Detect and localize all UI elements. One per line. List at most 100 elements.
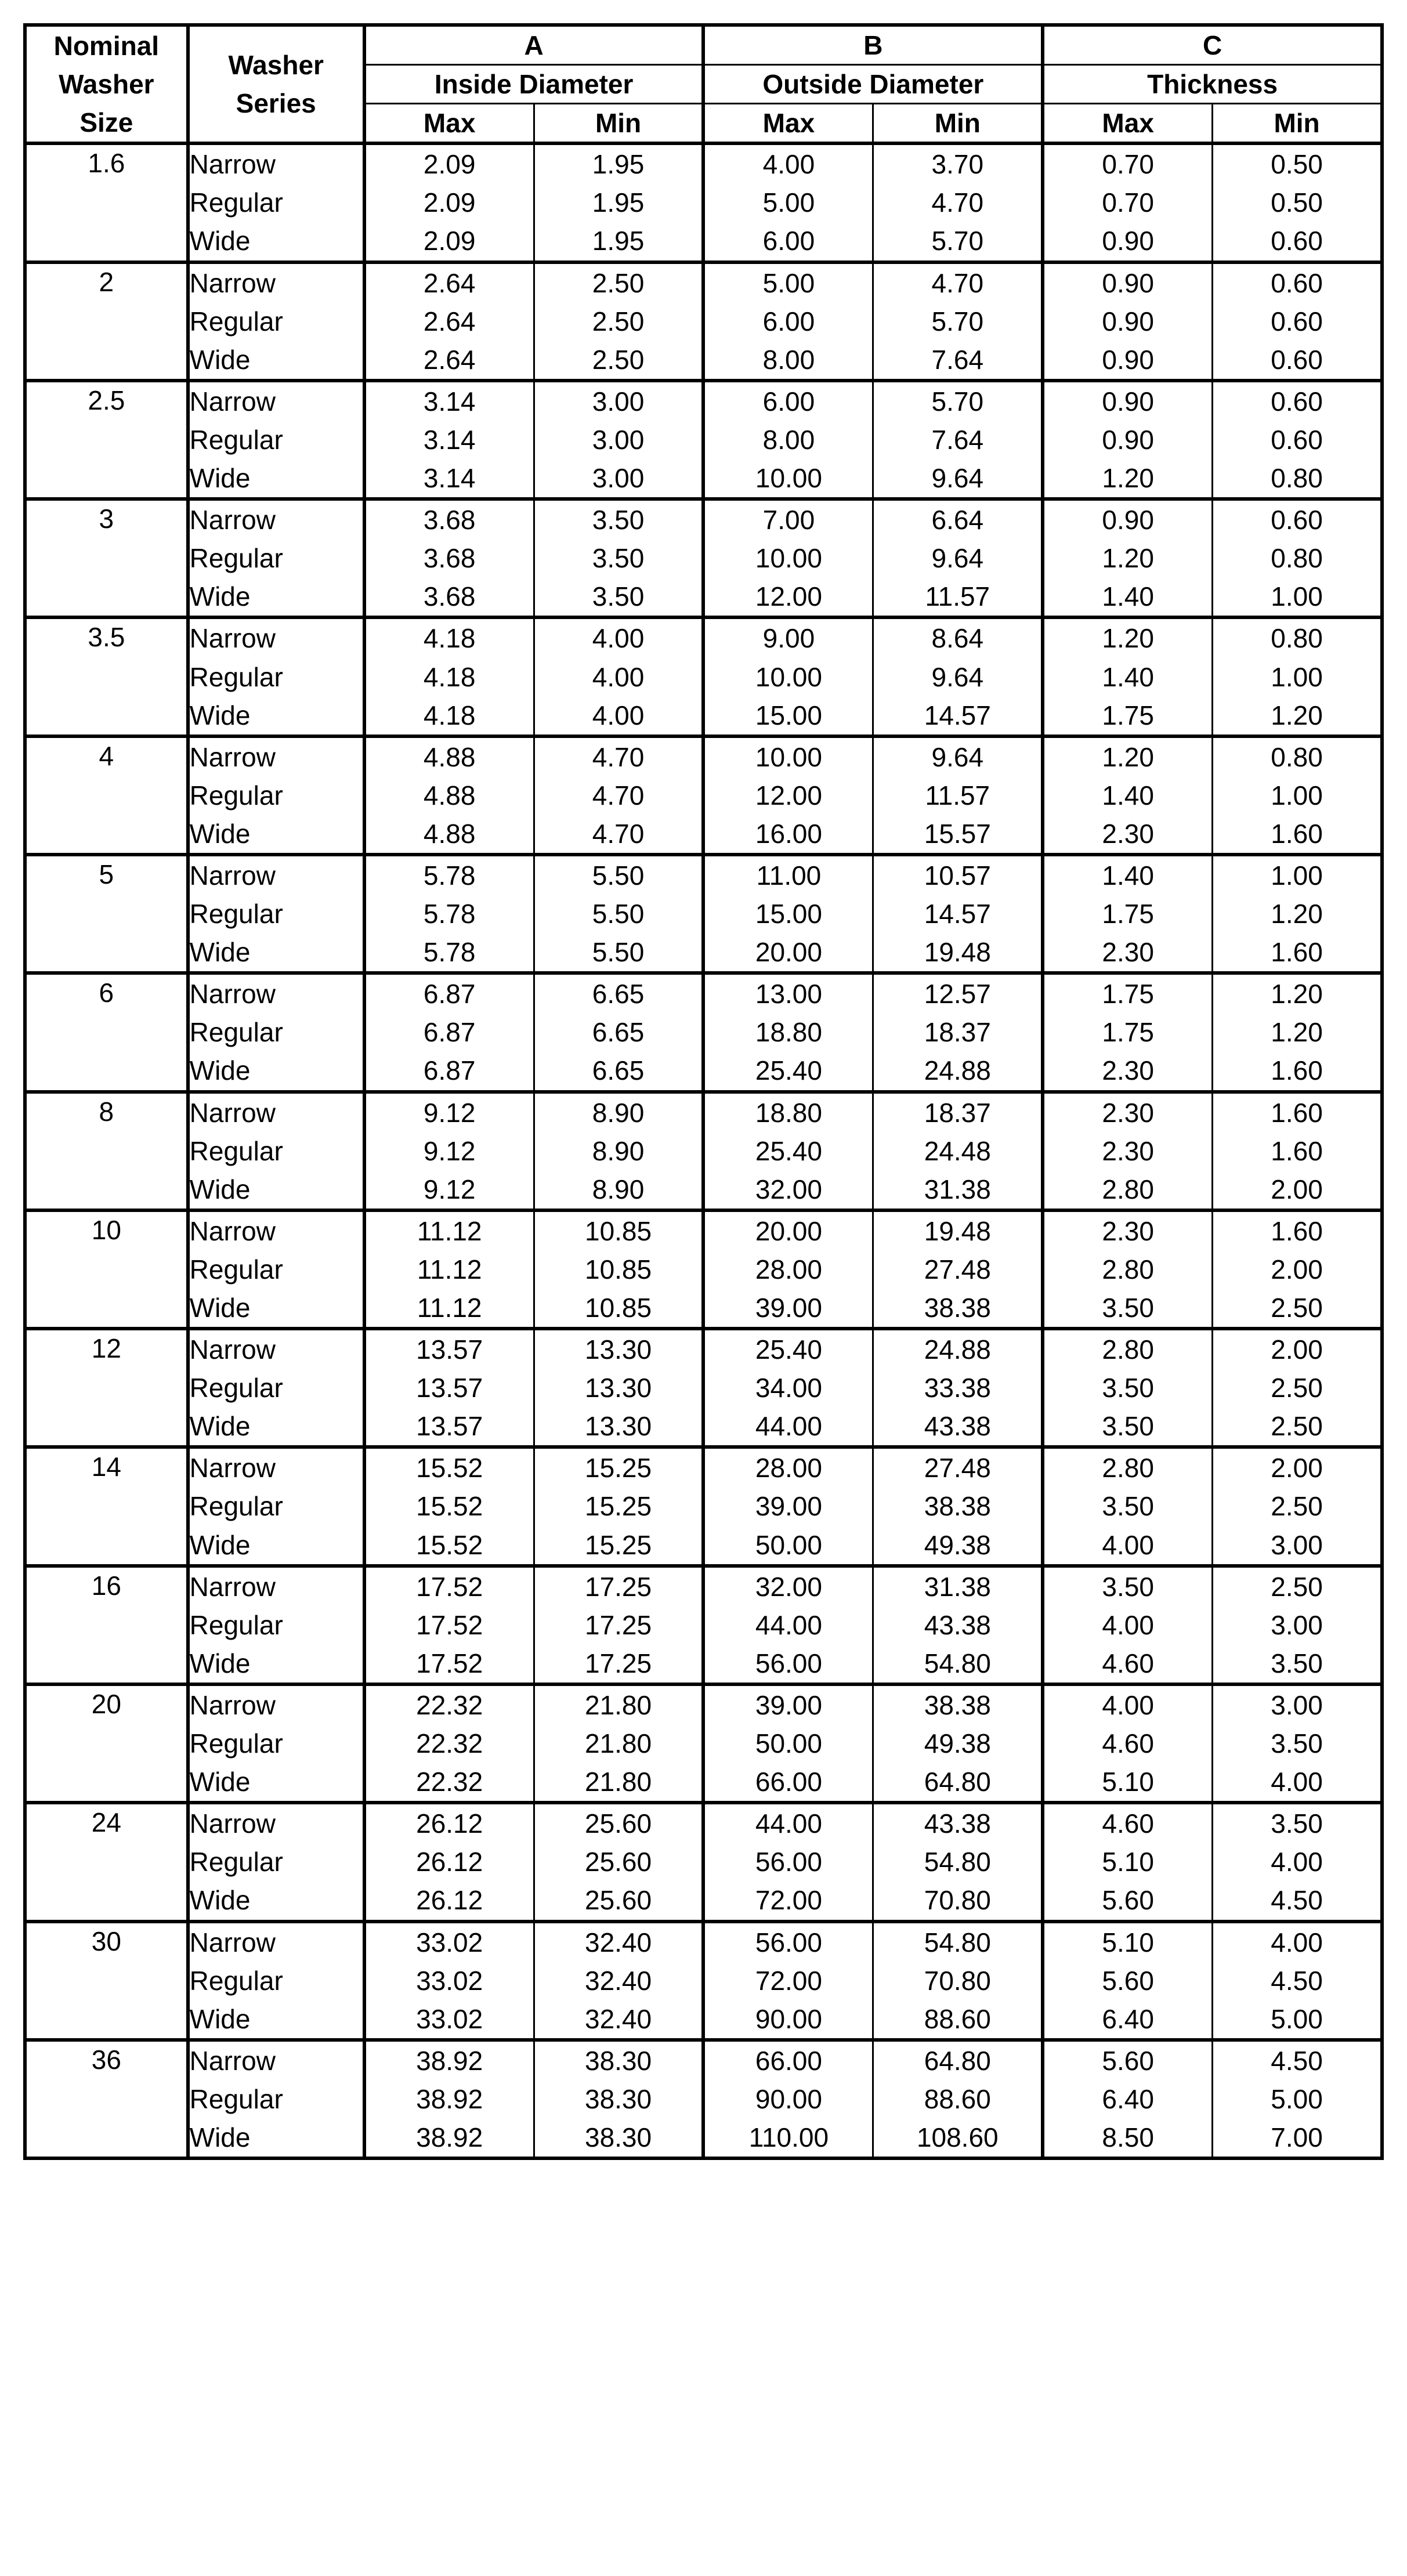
data-value: 3.70 <box>874 145 1041 183</box>
data-value: 3.00 <box>1213 1686 1380 1724</box>
table-row: 14NarrowRegularWide15.5215.5215.5215.251… <box>25 1447 1382 1565</box>
data-value: 26.12 <box>366 1843 533 1881</box>
data-value: 6.00 <box>705 382 872 421</box>
data-cell: 19.4827.4838.38 <box>873 1210 1043 1329</box>
series-label: Narrow <box>190 2042 363 2080</box>
data-value: 5.60 <box>1044 2042 1211 2080</box>
data-value: 6.87 <box>366 1051 533 1090</box>
data-cell: 43.3854.8070.80 <box>873 1803 1043 1921</box>
data-cell: 8.649.6414.57 <box>873 617 1043 736</box>
data-value: 3.50 <box>1213 1724 1380 1763</box>
data-value: 1.00 <box>1213 776 1380 815</box>
nominal-size-cell: 5 <box>25 855 188 973</box>
data-value: 1.60 <box>1213 1051 1380 1090</box>
data-cell: 4.004.505.00 <box>1213 1922 1382 2040</box>
data-cell: 27.4838.3849.38 <box>873 1447 1043 1565</box>
series-label: Wide <box>190 222 363 260</box>
data-value: 0.60 <box>1213 501 1380 539</box>
data-value: 3.14 <box>366 382 533 421</box>
data-value: 7.00 <box>1213 2118 1380 2157</box>
data-value: 2.00 <box>1213 1330 1380 1369</box>
data-value: 2.00 <box>1213 1250 1380 1289</box>
data-value: 9.64 <box>874 539 1041 577</box>
data-cell: 4.004.004.00 <box>534 617 703 736</box>
data-value: 22.32 <box>366 1686 533 1724</box>
data-value: 4.00 <box>1044 1526 1211 1564</box>
data-cell: 2.803.504.00 <box>1043 1447 1212 1565</box>
data-value: 44.00 <box>705 1804 872 1843</box>
data-value: 90.00 <box>705 2000 872 2038</box>
data-value: 9.00 <box>705 619 872 657</box>
data-value: 5.78 <box>366 856 533 895</box>
data-value: 13.57 <box>366 1407 533 1445</box>
data-value: 11.57 <box>874 776 1041 815</box>
data-cell: 4.884.884.88 <box>364 736 534 855</box>
series-cell: NarrowRegularWide <box>188 1566 364 1684</box>
data-value: 64.80 <box>874 2042 1041 2080</box>
series-label: Narrow <box>190 856 363 895</box>
data-value: 3.50 <box>535 539 702 577</box>
data-value: 13.00 <box>705 975 872 1013</box>
data-value: 2.50 <box>1213 1568 1380 1606</box>
data-value: 4.88 <box>366 776 533 815</box>
data-value: 38.38 <box>874 1487 1041 1525</box>
series-label: Regular <box>190 1250 363 1289</box>
data-value: 3.00 <box>535 382 702 421</box>
data-value: 9.64 <box>874 738 1041 776</box>
data-value: 32.40 <box>535 2000 702 2038</box>
data-cell: 0.700.700.90 <box>1043 143 1212 262</box>
data-value: 1.75 <box>1044 895 1211 933</box>
data-cell: 6.656.656.65 <box>534 973 703 1091</box>
nominal-size-cell: 10 <box>25 1210 188 1329</box>
series-label: Wide <box>190 341 363 379</box>
series-label: Regular <box>190 1962 363 2000</box>
data-value: 17.52 <box>366 1644 533 1683</box>
data-cell: 11.0015.0020.00 <box>703 855 873 973</box>
data-value: 8.90 <box>535 1094 702 1132</box>
header-c-max: Max <box>1043 104 1212 144</box>
data-value: 1.95 <box>535 183 702 222</box>
series-label: Narrow <box>190 975 363 1013</box>
data-value: 110.00 <box>705 2118 872 2157</box>
data-cell: 5.505.505.50 <box>534 855 703 973</box>
data-cell: 39.0050.0066.00 <box>703 1684 873 1803</box>
data-cell: 6.649.6411.57 <box>873 499 1043 617</box>
series-cell: NarrowRegularWide <box>188 1684 364 1803</box>
data-cell: 4.704.704.70 <box>534 736 703 855</box>
data-value: 4.60 <box>1044 1644 1211 1683</box>
data-value: 2.09 <box>366 222 533 260</box>
data-value: 31.38 <box>874 1568 1041 1606</box>
series-cell: NarrowRegularWide <box>188 1922 364 2040</box>
data-value: 20.00 <box>705 933 872 971</box>
data-value: 43.38 <box>874 1606 1041 1644</box>
data-value: 0.70 <box>1044 183 1211 222</box>
series-label: Regular <box>190 1724 363 1763</box>
data-value: 56.00 <box>705 1923 872 1962</box>
data-value: 13.30 <box>535 1330 702 1369</box>
data-cell: 0.900.901.20 <box>1043 381 1212 499</box>
data-value: 70.80 <box>874 1881 1041 1919</box>
nominal-size-cell: 6 <box>25 973 188 1091</box>
data-cell: 4.184.184.18 <box>364 617 534 736</box>
data-value: 4.00 <box>535 658 702 696</box>
data-cell: 1.001.201.60 <box>1213 855 1382 973</box>
series-cell: NarrowRegularWide <box>188 381 364 499</box>
data-value: 7.64 <box>874 341 1041 379</box>
data-value: 44.00 <box>705 1407 872 1445</box>
data-value: 1.20 <box>1213 895 1380 933</box>
data-value: 3.50 <box>535 577 702 616</box>
table-row: 12NarrowRegularWide13.5713.5713.5713.301… <box>25 1329 1382 1447</box>
data-value: 1.20 <box>1044 738 1211 776</box>
data-value: 4.70 <box>874 183 1041 222</box>
data-value: 2.50 <box>535 264 702 302</box>
series-cell: NarrowRegularWide <box>188 1092 364 1210</box>
header-b-min: Min <box>873 104 1043 144</box>
nominal-size-cell: 16 <box>25 1566 188 1684</box>
data-value: 5.00 <box>705 183 872 222</box>
data-value: 18.37 <box>874 1094 1041 1132</box>
data-value: 5.00 <box>1213 2080 1380 2118</box>
nominal-size-cell: 8 <box>25 1092 188 1210</box>
nominal-size-cell: 1.6 <box>25 143 188 262</box>
data-value: 11.12 <box>366 1289 533 1327</box>
data-value: 22.32 <box>366 1724 533 1763</box>
